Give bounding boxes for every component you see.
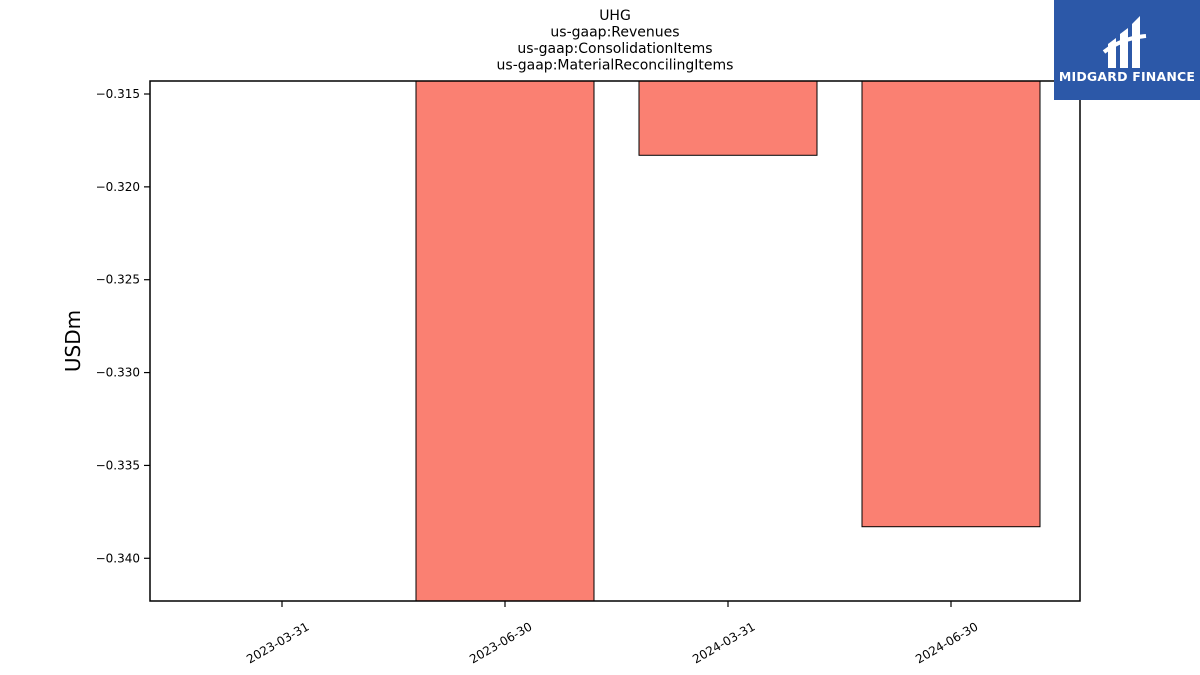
bar-2024-06-30 <box>861 80 1041 528</box>
bar-2023-06-30 <box>415 80 595 602</box>
logo-text: MIDGARD FINANCE <box>1058 69 1196 84</box>
midgard-finance-logo: MIDGARD FINANCE <box>1054 0 1200 100</box>
title-line: us-gaap:ConsolidationItems <box>517 41 712 57</box>
x-tick-label: 2023-03-31 <box>244 619 311 666</box>
y-axis-label: USDm <box>61 310 85 372</box>
y-axis: −0.315 −0.320 −0.325 −0.330 −0.335 −0.340 <box>96 87 150 565</box>
logo-mark-icon <box>1102 16 1147 68</box>
x-axis: 2023-03-31 2023-06-30 2024-03-31 2024-06-30 <box>244 601 981 666</box>
title-line: us-gaap:Revenues <box>550 25 679 41</box>
y-tick-label: −0.320 <box>96 180 140 194</box>
chart-title: UHGus-gaap:Revenuesus-gaap:Consolidation… <box>497 8 734 74</box>
title-line: UHG <box>599 8 631 24</box>
x-tick-label: 2023-06-30 <box>467 619 534 666</box>
y-tick-label: −0.325 <box>96 273 140 287</box>
y-tick-label: −0.340 <box>96 551 140 565</box>
title-line: us-gaap:MaterialReconcilingItems <box>497 58 734 74</box>
plot-frame <box>149 80 1081 602</box>
y-tick-label: −0.330 <box>96 366 140 380</box>
x-tick-label: 2024-06-30 <box>913 619 980 666</box>
bars-group <box>415 80 1041 602</box>
y-tick-label: −0.315 <box>96 87 140 101</box>
bar-2024-03-31 <box>638 80 818 156</box>
y-tick-label: −0.335 <box>96 458 140 472</box>
x-tick-label: 2024-03-31 <box>690 619 757 666</box>
